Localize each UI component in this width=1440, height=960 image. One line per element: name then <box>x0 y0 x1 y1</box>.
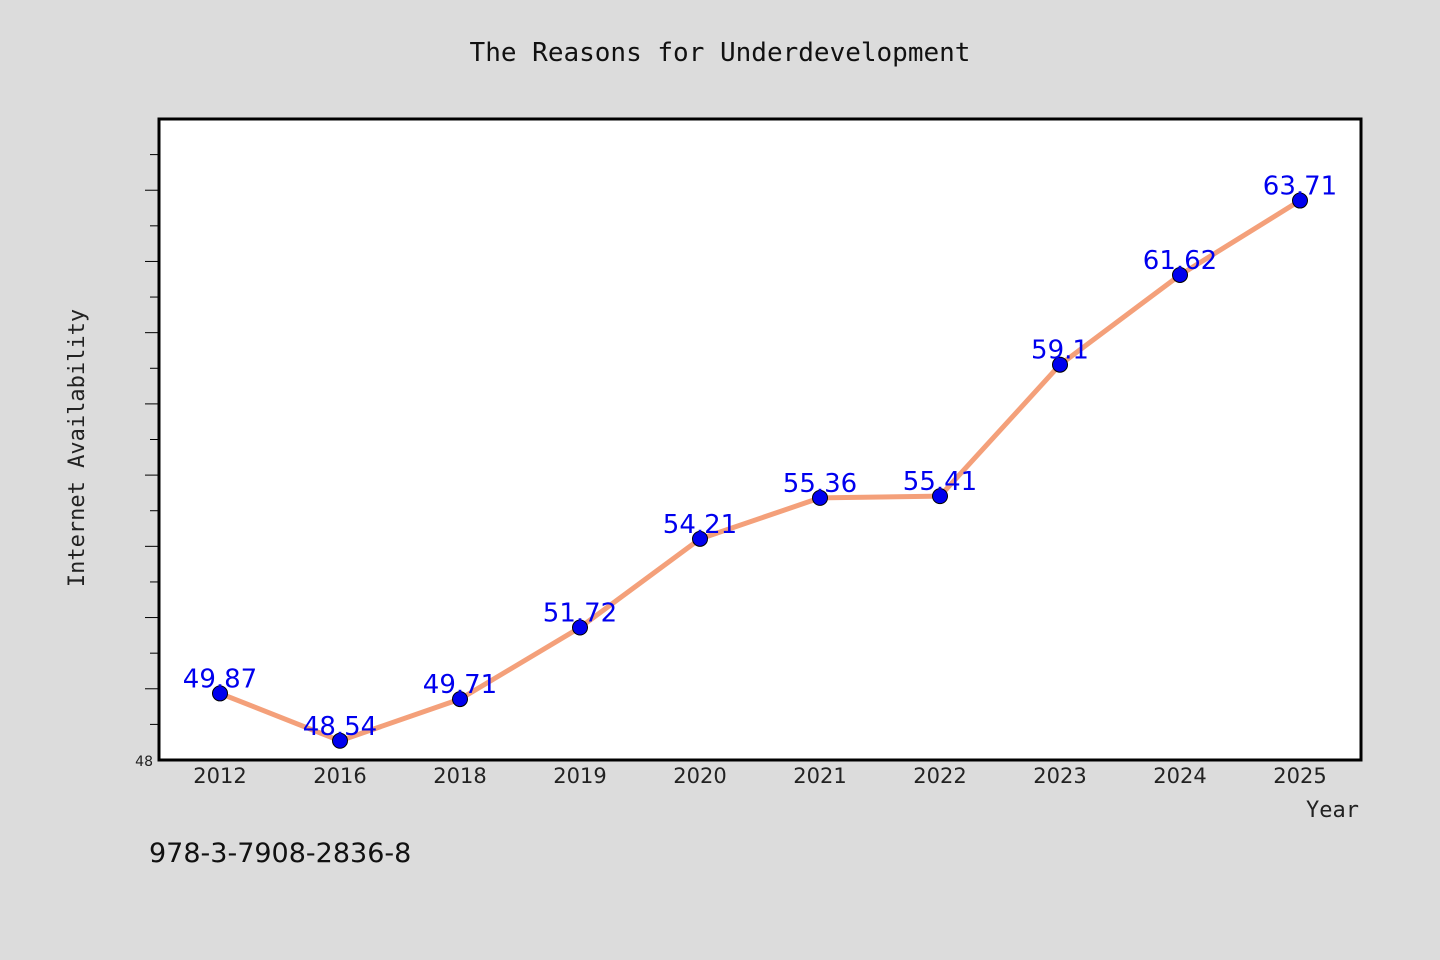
x-tick-label-2021: 2021 <box>793 764 846 788</box>
data-point-2023 <box>1052 356 1068 373</box>
x-axis-ticks: 2012 2016 2018 2019 2020 2021 2022 2023 2024 2025 <box>193 764 1326 788</box>
chart-title: The Reasons for Underdevelopment <box>470 38 971 68</box>
x-tick-label-2020: 2020 <box>673 764 726 788</box>
data-point-2018 <box>452 691 468 708</box>
isbn-footer: 978-3-7908-2836-8 <box>149 838 411 869</box>
data-label-2019: 51.72 <box>543 599 617 629</box>
data-label-2021: 55.36 <box>783 469 857 499</box>
x-tick-label-2025: 2025 <box>1273 764 1326 788</box>
data-point-2024 <box>1172 266 1188 283</box>
x-tick-label-2019: 2019 <box>553 764 606 788</box>
y-axis-ticks <box>145 154 159 725</box>
x-tick-label-2024: 2024 <box>1153 764 1206 788</box>
data-point-2022 <box>932 488 948 505</box>
data-point-2025 <box>1292 192 1308 209</box>
x-tick-label-2022: 2022 <box>913 764 966 788</box>
data-point-2020 <box>692 530 708 547</box>
x-tick-label-2023: 2023 <box>1033 764 1086 788</box>
data-point-2019 <box>572 619 588 636</box>
data-markers <box>212 192 1308 749</box>
data-label-2016: 48.54 <box>303 712 377 742</box>
series-line-group <box>217 198 1303 744</box>
y-tick-label-min: 48 <box>135 754 153 770</box>
data-labels: 49.87 48.54 49.71 51.72 54.21 55.36 55.41 59.1 6… <box>183 172 1337 742</box>
data-label-2018: 49.71 <box>423 670 497 700</box>
data-label-2025: 63.71 <box>1263 172 1337 202</box>
x-tick-label-2012: 2012 <box>193 764 246 788</box>
data-label-2023: 59.1 <box>1031 336 1089 366</box>
data-label-2020: 54.21 <box>663 510 737 540</box>
data-point-2012 <box>212 685 228 702</box>
y-axis-title: Internet Availability <box>65 309 90 587</box>
data-point-2016 <box>332 732 348 749</box>
plot-area <box>157 117 1363 762</box>
x-axis-title: Year <box>1306 798 1359 823</box>
data-label-2024: 61.62 <box>1143 246 1217 276</box>
x-tick-label-2016: 2016 <box>313 764 366 788</box>
x-tick-label-2018: 2018 <box>433 764 486 788</box>
data-label-2022: 55.41 <box>903 467 977 497</box>
data-label-2012: 49.87 <box>183 664 257 694</box>
series-line <box>217 198 1303 744</box>
data-point-2021 <box>812 489 828 506</box>
